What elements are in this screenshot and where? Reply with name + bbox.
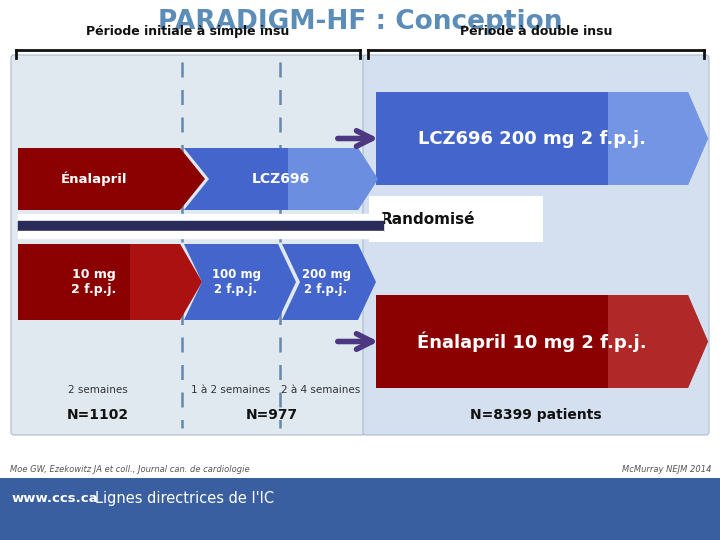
Text: N=977: N=977	[246, 408, 298, 422]
FancyBboxPatch shape	[369, 196, 543, 242]
Polygon shape	[376, 92, 708, 185]
Text: Moe GW, Ezekowitz JA et coll., Journal can. de cardiologie: Moe GW, Ezekowitz JA et coll., Journal c…	[10, 465, 250, 475]
Text: LCZ696: LCZ696	[252, 172, 310, 186]
Text: Randomisé: Randomisé	[381, 212, 475, 226]
Text: 2 à 4 semaines: 2 à 4 semaines	[282, 385, 361, 395]
Text: Énalapril: Énalapril	[60, 172, 127, 186]
Polygon shape	[282, 244, 376, 320]
Text: Lignes directrices de l'IC: Lignes directrices de l'IC	[95, 490, 274, 505]
Polygon shape	[608, 92, 708, 185]
Text: McMurray NEJM 2014: McMurray NEJM 2014	[623, 465, 712, 475]
Polygon shape	[184, 148, 378, 210]
Text: N=8399 patients: N=8399 patients	[470, 408, 602, 422]
FancyBboxPatch shape	[11, 55, 365, 435]
Polygon shape	[608, 295, 708, 388]
Bar	[0, 478, 720, 540]
Polygon shape	[288, 148, 378, 210]
Text: 10 mg
2 f.p.j.: 10 mg 2 f.p.j.	[71, 268, 117, 296]
Text: 2 semaines: 2 semaines	[68, 385, 128, 395]
Text: LCZ696 200 mg 2 f.p.j.: LCZ696 200 mg 2 f.p.j.	[418, 130, 646, 147]
Text: Période initiale à simple insu: Période initiale à simple insu	[86, 25, 289, 38]
Polygon shape	[18, 244, 202, 320]
Polygon shape	[376, 295, 708, 388]
Polygon shape	[18, 148, 205, 210]
Text: Énalapril 10 mg 2 f.p.j.: Énalapril 10 mg 2 f.p.j.	[417, 331, 647, 352]
Text: Période à double insu: Période à double insu	[460, 25, 612, 38]
FancyBboxPatch shape	[363, 55, 709, 435]
Text: PARADIGM-HF : Conception: PARADIGM-HF : Conception	[158, 9, 562, 35]
Text: 200 mg
2 f.p.j.: 200 mg 2 f.p.j.	[302, 268, 351, 296]
Text: www.ccs.ca: www.ccs.ca	[12, 491, 99, 504]
Polygon shape	[184, 244, 296, 320]
Polygon shape	[130, 244, 202, 320]
Text: 1 à 2 semaines: 1 à 2 semaines	[192, 385, 271, 395]
Text: N=1102: N=1102	[67, 408, 129, 422]
Text: 100 mg
2 f.p.j.: 100 mg 2 f.p.j.	[212, 268, 261, 296]
